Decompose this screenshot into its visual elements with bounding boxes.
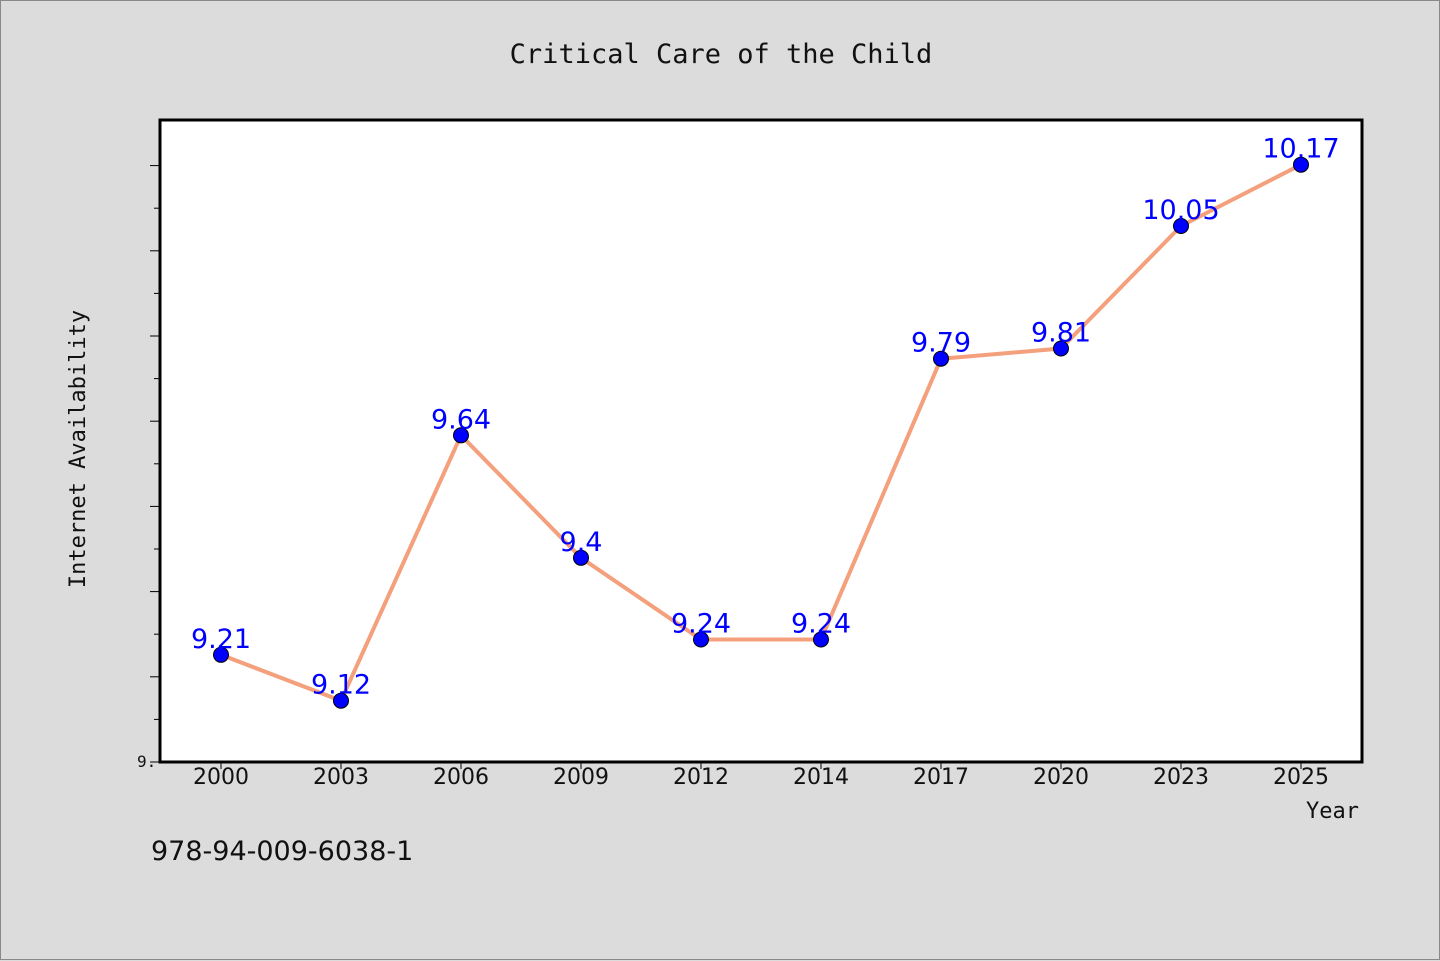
data-point — [1053, 340, 1069, 357]
data-point — [333, 692, 349, 709]
data-point — [213, 646, 229, 663]
data-point — [1173, 218, 1189, 234]
data-label: 9.81 — [1031, 318, 1091, 349]
data-label: 9.79 — [911, 328, 971, 359]
chart-title: Critical Care of the Child — [510, 39, 933, 70]
series-line-group — [220, 162, 1302, 703]
data-point — [813, 631, 829, 648]
data-label: 9.12 — [311, 670, 371, 701]
data-label: 9.21 — [191, 624, 251, 655]
data-point — [933, 350, 949, 367]
x-tick-label: 2012 — [673, 765, 729, 790]
x-tick-label: 2023 — [1153, 765, 1209, 790]
data-label: 10.05 — [1142, 195, 1219, 226]
x-tick-label: 2020 — [1033, 765, 1089, 790]
x-tick-label: 2017 — [913, 765, 969, 790]
data-point — [573, 549, 589, 566]
y-tick-label: 9. — [137, 752, 156, 771]
data-label: 9.64 — [431, 404, 491, 435]
data-point — [1293, 156, 1309, 173]
markers-group — [213, 156, 1309, 709]
x-tick-label: 2025 — [1273, 765, 1329, 790]
y-axis-label: Internet Availability — [66, 310, 91, 588]
data-label: 10.17 — [1262, 134, 1339, 165]
data-point — [693, 631, 709, 648]
data-label: 9.4 — [560, 527, 603, 558]
x-tick-label: 2003 — [313, 765, 369, 790]
x-tick-label: 2006 — [433, 765, 489, 790]
x-tick-label: 2014 — [793, 765, 849, 790]
footer-code: 978-94-009-6038-1 — [151, 836, 414, 867]
data-labels-group: 9.21 9.12 9.64 9.4 9.24 9.24 9.79 9.81 10.05 10.1… — [191, 134, 1340, 701]
x-tick-label: 2000 — [193, 765, 249, 790]
x-axis-label: Year — [1306, 799, 1359, 824]
data-point — [453, 427, 469, 444]
y-axis-ticks — [150, 165, 160, 763]
data-label: 9.24 — [791, 609, 851, 640]
data-label: 9.24 — [671, 609, 731, 640]
series-line — [220, 162, 1302, 703]
x-tick-label: 2009 — [553, 765, 609, 790]
x-axis: 2000 2003 2006 2009 2012 2014 2017 2020 2023 2025 — [193, 762, 1329, 790]
